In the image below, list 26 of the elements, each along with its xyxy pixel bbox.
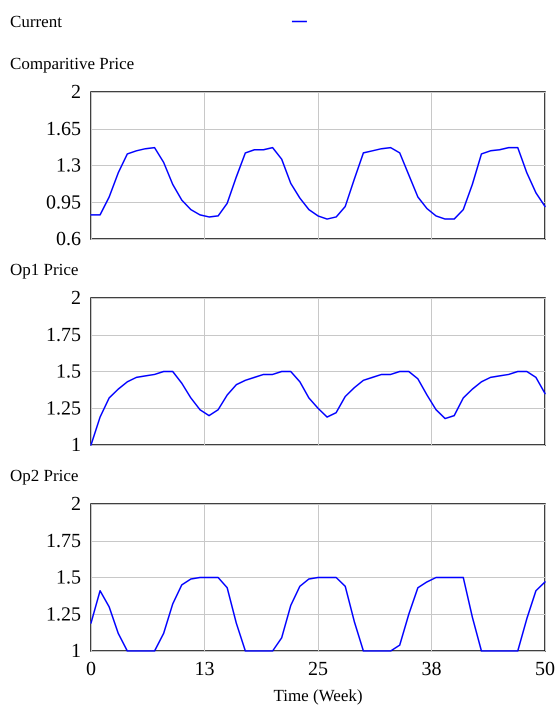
y-tick-label: 1.5 [56, 360, 81, 382]
x-axis-title: Time (Week) [273, 686, 363, 705]
chart-title: Comparitive Price [10, 54, 134, 73]
x-tick-label: 13 [194, 658, 214, 680]
y-tick-label: 1 [71, 640, 81, 662]
y-tick-label: 2 [71, 287, 81, 309]
y-tick-label: 1.5 [56, 566, 81, 588]
y-tick-label: 2 [71, 493, 81, 515]
y-tick-label: 2 [71, 81, 81, 103]
y-tick-label: 1.75 [46, 530, 81, 552]
y-tick-label: 1.65 [46, 118, 81, 140]
x-tick-label: 50 [535, 658, 555, 680]
line-series [90, 146, 546, 220]
chart-title: Op2 Price [10, 466, 78, 485]
x-tick-label: 25 [308, 658, 328, 680]
y-tick-label: 1.75 [46, 324, 81, 346]
y-tick-label: 1.3 [56, 154, 81, 176]
y-tick-label: 0.95 [46, 191, 81, 214]
x-tick-label: 0 [86, 658, 96, 680]
y-tick-label: 1.25 [46, 603, 81, 626]
x-tick-label: 38 [422, 658, 442, 680]
y-tick-label: 0.6 [56, 228, 81, 250]
text: Current [10, 12, 62, 31]
chart-title: Op1 Price [10, 260, 78, 279]
y-tick-label: 1.25 [46, 397, 81, 420]
y-tick-label: 1 [71, 434, 81, 456]
